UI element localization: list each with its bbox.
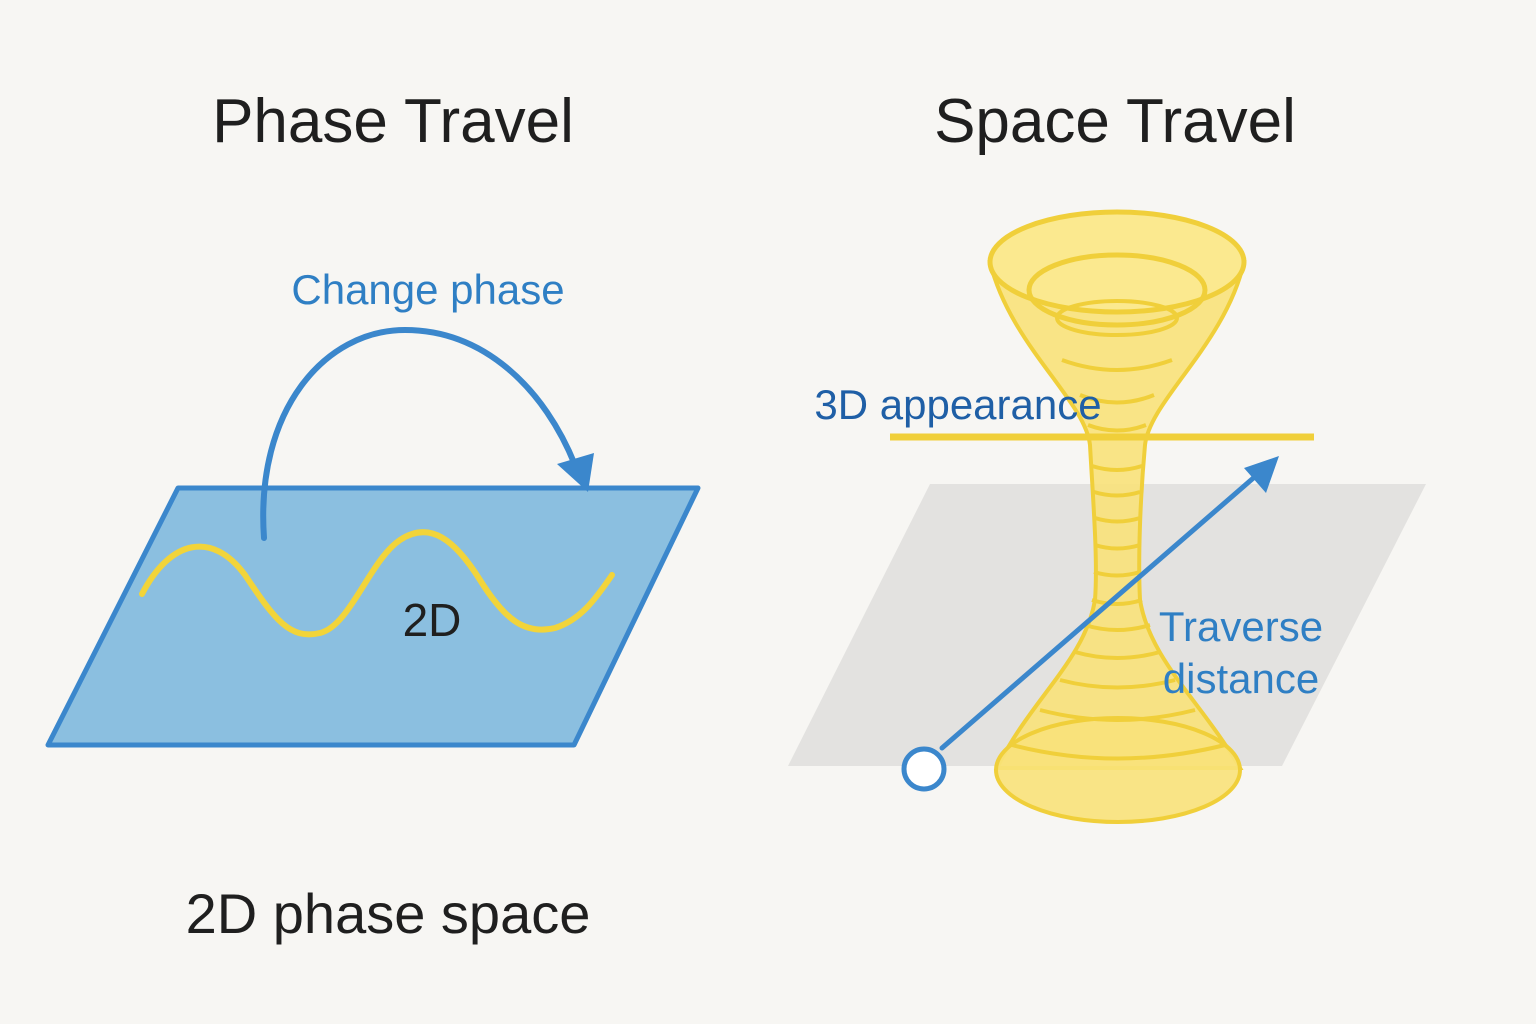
phase-plane	[45, 485, 701, 748]
phase-travel-title: Phase Travel	[212, 87, 574, 156]
change-phase-label: Change phase	[291, 266, 564, 313]
phase-wave	[139, 529, 615, 638]
phase-space-caption: 2D phase space	[186, 882, 591, 945]
3d-appearance-label: 3D appearance	[814, 381, 1101, 428]
traverse-label-line1: Traverse	[1159, 603, 1323, 650]
circle-icon	[901, 746, 947, 792]
space-travel-title: Space Travel	[934, 87, 1296, 156]
curved-arrow-icon	[260, 326, 594, 541]
wormhole	[987, 209, 1247, 824]
arrow-up-right-icon	[939, 456, 1279, 751]
traverse-label-line2: distance	[1163, 655, 1319, 702]
plane-2d-label: 2D	[403, 594, 462, 646]
